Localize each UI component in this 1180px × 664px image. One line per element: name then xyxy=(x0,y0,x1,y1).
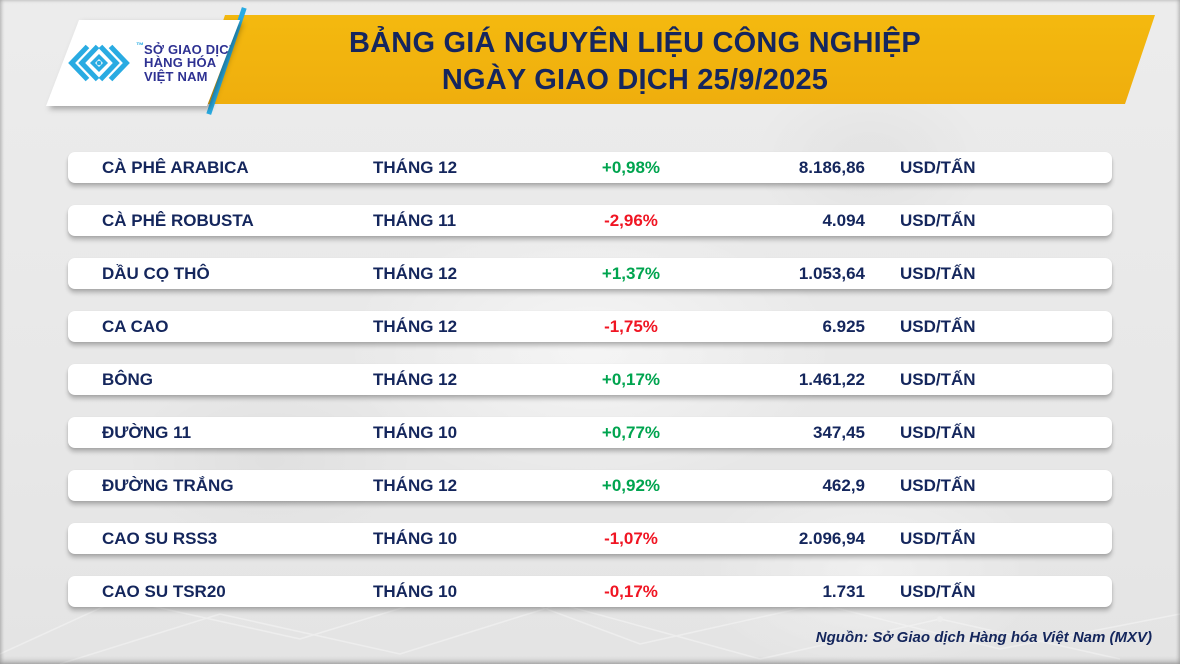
mxv-logo-card: ™ SỞ GIAO DỊCH HÀNG HÓA VIỆT NAM xyxy=(46,20,240,106)
commodity-name: CAO SU TSR20 xyxy=(102,581,226,601)
mxv-org-name: SỞ GIAO DỊCH HÀNG HÓA VIỆT NAM xyxy=(144,43,238,84)
table-row: CA CAO THÁNG 12 -1,75% 6.925 USD/TẤN xyxy=(68,311,1112,342)
price-value: 1.461,22 xyxy=(798,369,865,389)
contract-month: THÁNG 10 xyxy=(373,422,458,442)
contract-month: THÁNG 12 xyxy=(373,475,458,495)
price-unit: USD/TẤN xyxy=(900,369,976,389)
org-name-line2: HÀNG HÓA xyxy=(144,55,217,71)
price-unit: USD/TẤN xyxy=(900,157,976,177)
commodity-name: CA CAO xyxy=(102,316,169,336)
table-row: CAO SU RSS3 THÁNG 10 -1,07% 2.096,94 USD… xyxy=(68,523,1112,554)
change-percent: +0,77% xyxy=(601,422,661,442)
contract-month: THÁNG 11 xyxy=(373,210,457,230)
mxv-logo-mark-icon xyxy=(68,44,130,82)
trademark-symbol: ™ xyxy=(136,41,144,50)
change-percent: +1,37% xyxy=(601,263,661,283)
price-unit: USD/TẤN xyxy=(900,528,976,548)
table-row: CÀ PHÊ ROBUSTA THÁNG 11 -2,96% 4.094 USD… xyxy=(68,205,1112,236)
table-row: ĐƯỜNG 11 THÁNG 10 +0,77% 347,45 USD/TẤN xyxy=(68,417,1112,448)
table-row: DẦU CỌ THÔ THÁNG 12 +1,37% 1.053,64 USD/… xyxy=(68,258,1112,289)
table-row: CÀ PHÊ ARABICA THÁNG 12 +0,98% 8.186,86 … xyxy=(68,152,1112,183)
change-percent: +0,92% xyxy=(601,475,661,495)
price-value: 347,45 xyxy=(813,422,865,442)
source-credit: Nguồn: Sở Giao dịch Hàng hóa Việt Nam (M… xyxy=(815,629,1152,646)
commodity-name: ĐƯỜNG TRẮNG xyxy=(102,475,234,495)
change-percent: -1,07% xyxy=(604,528,658,548)
price-unit: USD/TẤN xyxy=(900,210,976,230)
commodity-name: CAO SU RSS3 xyxy=(102,528,218,548)
page-title-line2: NGÀY GIAO DỊCH 25/9/2025 xyxy=(441,64,829,96)
price-unit: USD/TẤN xyxy=(900,581,976,601)
table-row: BÔNG THÁNG 12 +0,17% 1.461,22 USD/TẤN xyxy=(68,364,1112,395)
price-value: 8.186,86 xyxy=(798,157,865,177)
org-name-line1: SỞ GIAO DỊCH xyxy=(144,41,239,57)
price-value: 1.053,64 xyxy=(798,263,865,283)
contract-month: THÁNG 10 xyxy=(373,528,458,548)
change-percent: -0,17% xyxy=(604,581,658,601)
table-row: CAO SU TSR20 THÁNG 10 -0,17% 1.731 USD/T… xyxy=(68,576,1112,607)
commodity-name: CÀ PHÊ ROBUSTA xyxy=(102,210,254,230)
change-percent: -1,75% xyxy=(604,316,658,336)
price-unit: USD/TẤN xyxy=(900,263,976,283)
contract-month: THÁNG 12 xyxy=(373,316,458,336)
contract-month: THÁNG 12 xyxy=(373,157,458,177)
price-value: 462,9 xyxy=(822,475,865,495)
commodity-name: CÀ PHÊ ARABICA xyxy=(102,157,249,177)
price-unit: USD/TẤN xyxy=(900,475,976,495)
commodity-name: DẦU CỌ THÔ xyxy=(102,263,210,283)
contract-month: THÁNG 10 xyxy=(373,581,458,601)
table-row: ĐƯỜNG TRẮNG THÁNG 12 +0,92% 462,9 USD/TẤ… xyxy=(68,470,1112,501)
price-value: 1.731 xyxy=(822,581,865,601)
org-name-line3: VIỆT NAM xyxy=(144,68,208,84)
change-percent: +0,98% xyxy=(601,157,661,177)
change-percent: -2,96% xyxy=(604,210,658,230)
page-title: BẢNG GIÁ NGUYÊN LIỆU CÔNG NGHIỆP NGÀY GI… xyxy=(185,15,1085,104)
price-value: 4.094 xyxy=(822,210,865,230)
price-value: 6.925 xyxy=(822,316,865,336)
price-value: 2.096,94 xyxy=(798,528,865,548)
change-percent: +0,17% xyxy=(601,369,661,389)
mxv-logo: ™ SỞ GIAO DỊCH HÀNG HÓA VIỆT NAM xyxy=(46,20,240,106)
contract-month: THÁNG 12 xyxy=(373,263,458,283)
commodity-name: BÔNG xyxy=(102,369,153,389)
commodity-price-table: CÀ PHÊ ARABICA THÁNG 12 +0,98% 8.186,86 … xyxy=(68,152,1112,629)
commodity-name: ĐƯỜNG 11 xyxy=(102,422,192,442)
contract-month: THÁNG 12 xyxy=(373,369,458,389)
page-title-line1: BẢNG GIÁ NGUYÊN LIỆU CÔNG NGHIỆP xyxy=(349,27,921,59)
price-unit: USD/TẤN xyxy=(900,422,976,442)
price-unit: USD/TẤN xyxy=(900,316,976,336)
